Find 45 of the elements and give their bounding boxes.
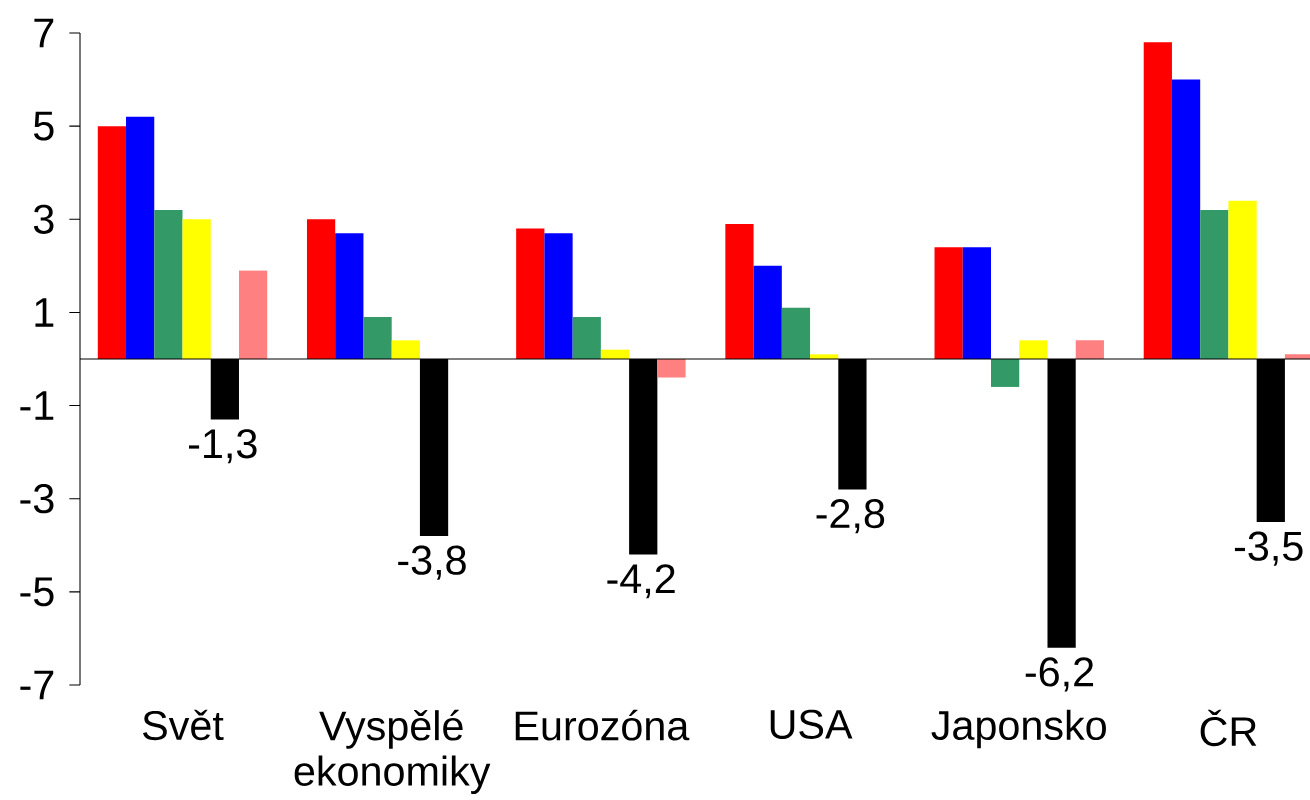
data-label: -6,2: [1025, 657, 1094, 692]
bar: [1075, 340, 1104, 359]
bar: [962, 247, 992, 359]
bar: [1143, 42, 1172, 359]
bar: [991, 358, 1020, 387]
data-label: -3,8: [398, 545, 466, 580]
x-tick-label: Eurozóna: [515, 709, 690, 741]
y-tick-label: -5: [20, 577, 54, 607]
bar: [363, 317, 392, 359]
bar: [516, 228, 545, 359]
bar: [238, 270, 268, 359]
x-tick-label: Vyspělé ekonomiky: [294, 709, 491, 795]
bar: [753, 265, 782, 359]
y-tick-label: 7: [34, 18, 54, 48]
bar: [182, 219, 211, 359]
y-tick-label: -1: [20, 391, 54, 420]
bar: [572, 317, 601, 359]
bar: [1019, 340, 1048, 359]
bar: [335, 233, 364, 359]
bar: [544, 233, 573, 359]
x-tick-label: USA: [770, 709, 853, 739]
x-tick-label: Svět: [143, 709, 224, 741]
bar: [391, 340, 420, 359]
y-tick-label: 3: [33, 204, 54, 234]
data-label: -2,8: [816, 499, 885, 534]
bar: [781, 307, 811, 359]
x-tick-label: ČR: [1200, 709, 1257, 747]
y-tick-label: 5: [33, 111, 54, 141]
data-label: -1,3: [189, 429, 257, 464]
bar: [306, 219, 336, 359]
bar: [725, 223, 754, 359]
bar: [154, 209, 183, 359]
bar: [97, 126, 127, 359]
bar: [1200, 209, 1229, 359]
data-label: -4,2: [607, 564, 675, 599]
bar: [1228, 200, 1257, 359]
y-tick-label: 1: [35, 298, 54, 327]
bar: [934, 247, 963, 359]
y-tick-label: -3: [20, 484, 54, 514]
y-tick-label: -7: [20, 670, 54, 700]
data-label: -3,5: [1234, 531, 1303, 566]
bar: [1171, 79, 1201, 359]
bar: [126, 116, 155, 359]
bar: [657, 358, 686, 378]
x-tick-label: Japonsko: [931, 709, 1106, 749]
